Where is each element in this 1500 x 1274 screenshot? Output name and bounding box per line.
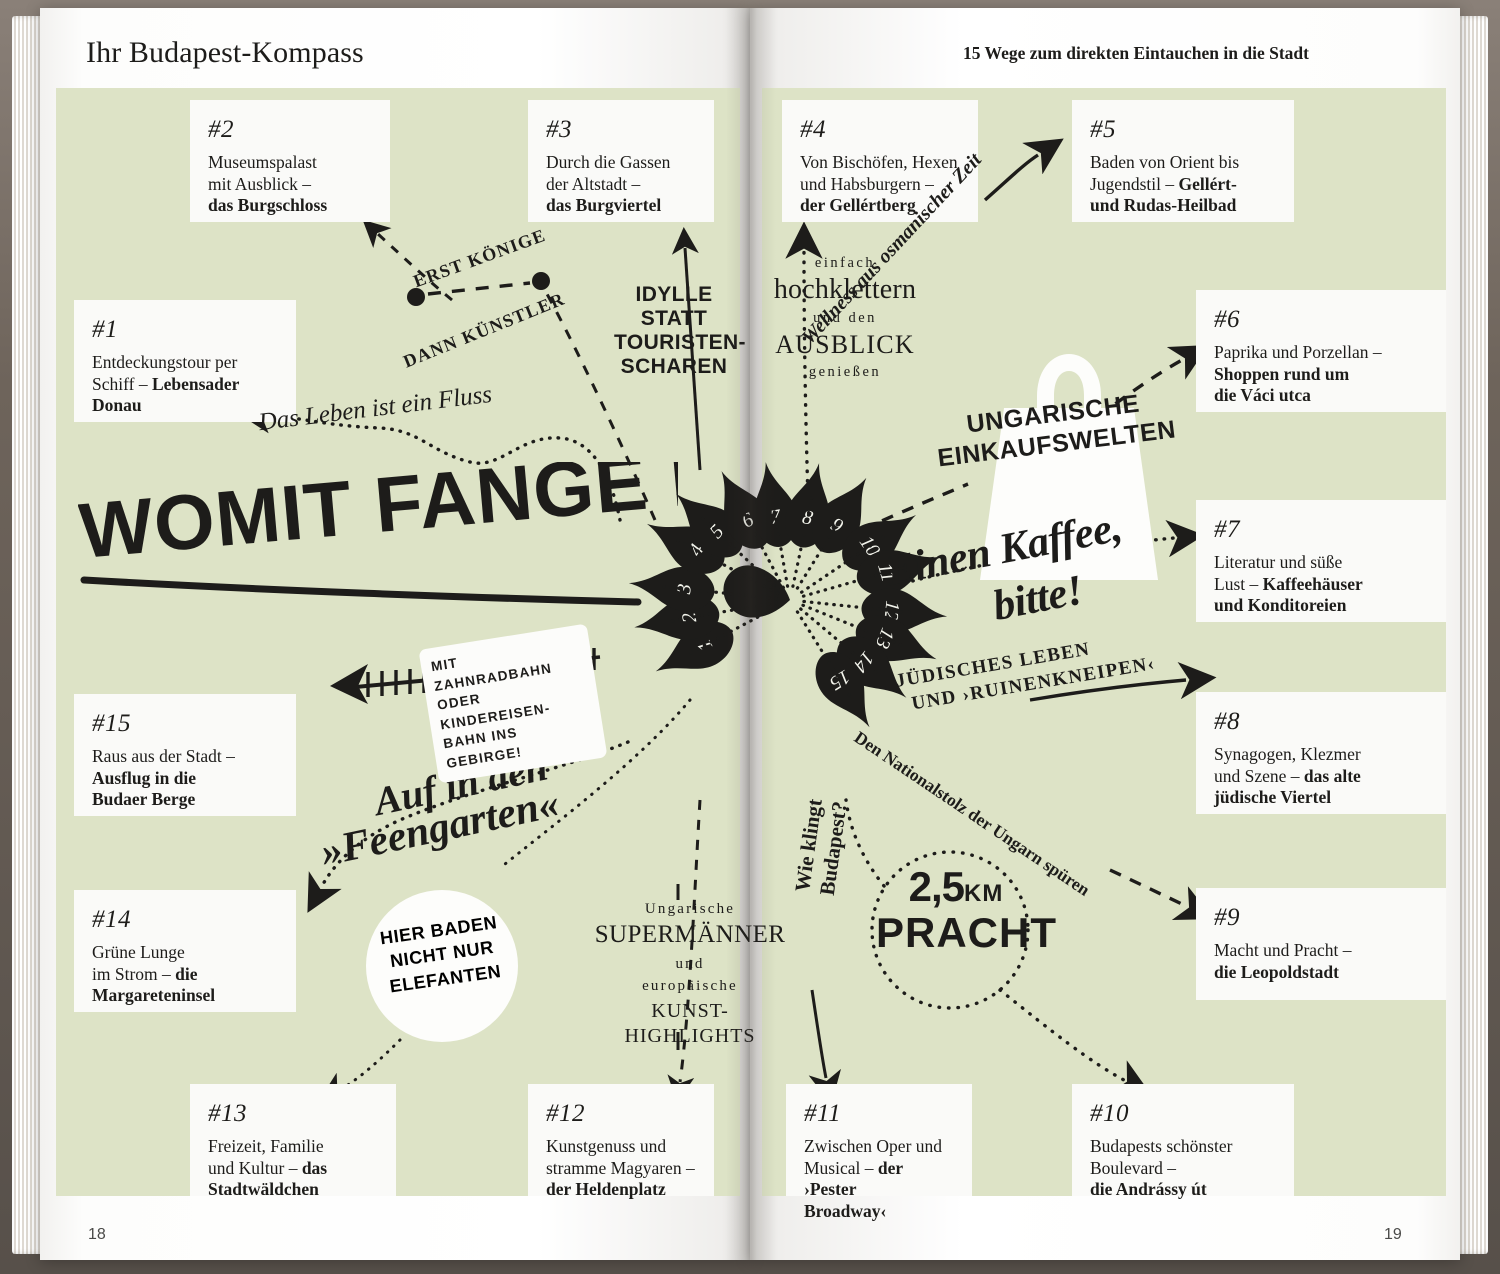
info-box-number: #3 [546, 116, 572, 143]
womit-fange-ich-an-lettering: WOMIT FANGE ICH AN? [76, 408, 993, 606]
elefanten-text: HIER BADEN NICHT NUR ELEFANTEN [362, 908, 523, 1001]
info-box-1: #1 Entdeckungstour per Schiff – Lebensader… [74, 300, 296, 422]
info-box-number: #4 [800, 116, 826, 143]
info-box-text: Kunstgenuss und stramme Magyaren – der Hel… [546, 1136, 695, 1200]
label-hier-baden-nicht-nur-elefanten: HIER BADEN NICHT NUR ELEFANTEN [366, 890, 518, 1042]
page-title: Ihr Budapest-Kompass [86, 36, 364, 69]
page-subtitle: 15 Wege zum direkten Eintauchen in die S… [963, 43, 1309, 63]
climb-line-5: genießen [808, 363, 882, 380]
info-box-3: #3 Durch die Gassen der Altstadt – das Burg… [528, 100, 714, 222]
center-headline: WOMIT FANGE ICH AN? [76, 408, 993, 617]
info-box-text: Durch die Gassen der Altstadt – das Burgvi… [546, 152, 671, 216]
info-box-2: #2 Museumspalast mit Ausblick – das Burgsch… [190, 100, 390, 222]
info-box-4: #4 Von Bischöfen, Hexen und Habsburgern – d… [782, 100, 978, 222]
info-box-text: Freizeit, Familie und Kultur – das Stadtwä… [208, 1136, 328, 1200]
info-box-12: #12 Kunstgenuss und stramme Magyaren – der … [528, 1084, 714, 1200]
pracht-unit: KM [964, 880, 1004, 907]
label-ungarische-supermaenner: Ungarische SUPERMÄNNER und europäische K… [590, 900, 790, 1048]
info-box-number: #11 [804, 1100, 842, 1127]
info-box-number: #10 [1090, 1100, 1129, 1127]
info-box-text: Raus aus der Stadt – Ausflug in die Budaer… [92, 746, 235, 810]
info-box-number: #6 [1214, 306, 1240, 333]
supermen-line-4: europäische [642, 978, 738, 995]
info-box-14: #14 Grüne Lunge im Strom – die Margaretenin… [74, 890, 296, 1012]
info-box-number: #1 [92, 316, 118, 343]
zahnrad-line-1: MIT ZAHNRADBAHN [430, 655, 553, 694]
info-box-15: #15 Raus aus der Stadt – Ausflug in die Bud… [74, 694, 296, 816]
info-box-text: Macht und Pracht – die Leopoldstadt [1214, 940, 1352, 982]
info-box-number: #15 [92, 710, 131, 737]
info-box-number: #13 [208, 1100, 247, 1127]
pracht-word: PRACHT [876, 909, 1057, 956]
info-box-text: Budapests schönster Boulevard – die András… [1090, 1136, 1233, 1200]
info-box-number: #8 [1214, 708, 1240, 735]
page-number-right: 19 [1384, 1226, 1402, 1243]
info-box-text: Grüne Lunge im Strom – die Margareteninsel [92, 942, 216, 1006]
idylle-line-3: TOURISTEN- [614, 330, 746, 354]
info-box-number: #5 [1090, 116, 1116, 143]
supermen-line-5: KUNST-HIGHLIGHTS [624, 1000, 756, 1047]
info-box-text: Entdeckungstour per Schiff – Lebensader Do… [92, 352, 240, 416]
info-box-5: #5 Baden von Orient bis Jugendstil – Gellé… [1072, 100, 1294, 222]
idylle-line-4: SCHAREN [620, 354, 728, 378]
info-box-text: Von Bischöfen, Hexen und Habsburgern – der… [800, 152, 958, 216]
info-box-6: #6 Paprika und Porzellan – Shoppen rund um… [1196, 290, 1446, 412]
info-box-text: Baden von Orient bis Jugendstil – Gellért… [1090, 152, 1240, 216]
pracht-number: 2,5 [908, 863, 965, 910]
label-hochklettern-ausblick: einfach hochklettern und den AUSBLICK ge… [750, 255, 940, 381]
supermen-line-2: SUPERMÄNNER [594, 921, 786, 949]
zahnrad-line-2: ODER KINDEREISEN- [436, 691, 552, 733]
label-2-5-km-pracht: 2,5KM PRACHT [876, 863, 1057, 956]
info-box-text: Museumspalast mit Ausblick – das Burgschlo… [208, 152, 328, 216]
idylle-line-2: STATT [640, 306, 708, 330]
idylle-line-1: IDYLLE [635, 283, 713, 306]
label-zahnradbahn-sign: MIT ZAHNRADBAHN ODER KINDEREISEN- BAHN I… [418, 623, 608, 784]
info-box-11: #11 Zwischen Oper und Musical – der ›Peste… [786, 1084, 972, 1221]
info-box-text: Paprika und Porzellan – Shoppen rund um di… [1214, 342, 1382, 406]
supermen-line-1: Ungarische [644, 901, 736, 917]
page-number-left: 18 [88, 1226, 106, 1243]
climb-line-4: AUSBLICK [775, 330, 915, 360]
info-box-text: Synagogen, Klezmer und Szene – das alte jü… [1214, 744, 1361, 808]
info-box-8: #8 Synagogen, Klezmer und Szene – das alte… [1196, 692, 1446, 814]
info-box-number: #7 [1214, 516, 1240, 543]
info-box-number: #2 [208, 116, 234, 143]
info-box-9: #9 Macht und Pracht – die Leopoldstadt [1196, 888, 1446, 1000]
info-box-number: #14 [92, 906, 131, 933]
label-einen-kaffee-bitte: Einen Kaffee, bitte! [882, 504, 1174, 630]
svg-text:WOMIT FANGE ICH AN?: WOMIT FANGE ICH AN? [78, 462, 678, 575]
info-box-13: #13 Freizeit, Familie und Kultur – das Stad… [190, 1084, 396, 1200]
info-box-10: #10 Budapests schönster Boulevard – die And… [1072, 1084, 1294, 1200]
zahnrad-line-3: BAHN INS GEBIRGE! [442, 725, 524, 771]
info-box-text: Zwischen Oper und Musical – der ›Pester Br… [804, 1136, 943, 1222]
climb-line-1: einfach [814, 255, 876, 271]
supermen-line-3: und [675, 955, 705, 972]
info-box-text: Literatur und süße Lust – Kaffeehäuser und… [1214, 552, 1363, 616]
info-box-7: #7 Literatur und süße Lust – Kaffeehäuser u… [1196, 500, 1446, 622]
info-box-number: #9 [1214, 904, 1240, 931]
climb-line-2: hochklettern [773, 274, 917, 306]
info-box-number: #12 [546, 1100, 585, 1127]
label-idylle-statt-touristenscharen: IDYLLE STATT TOURISTEN- SCHAREN [614, 283, 746, 379]
climb-line-3: und den [813, 309, 877, 326]
